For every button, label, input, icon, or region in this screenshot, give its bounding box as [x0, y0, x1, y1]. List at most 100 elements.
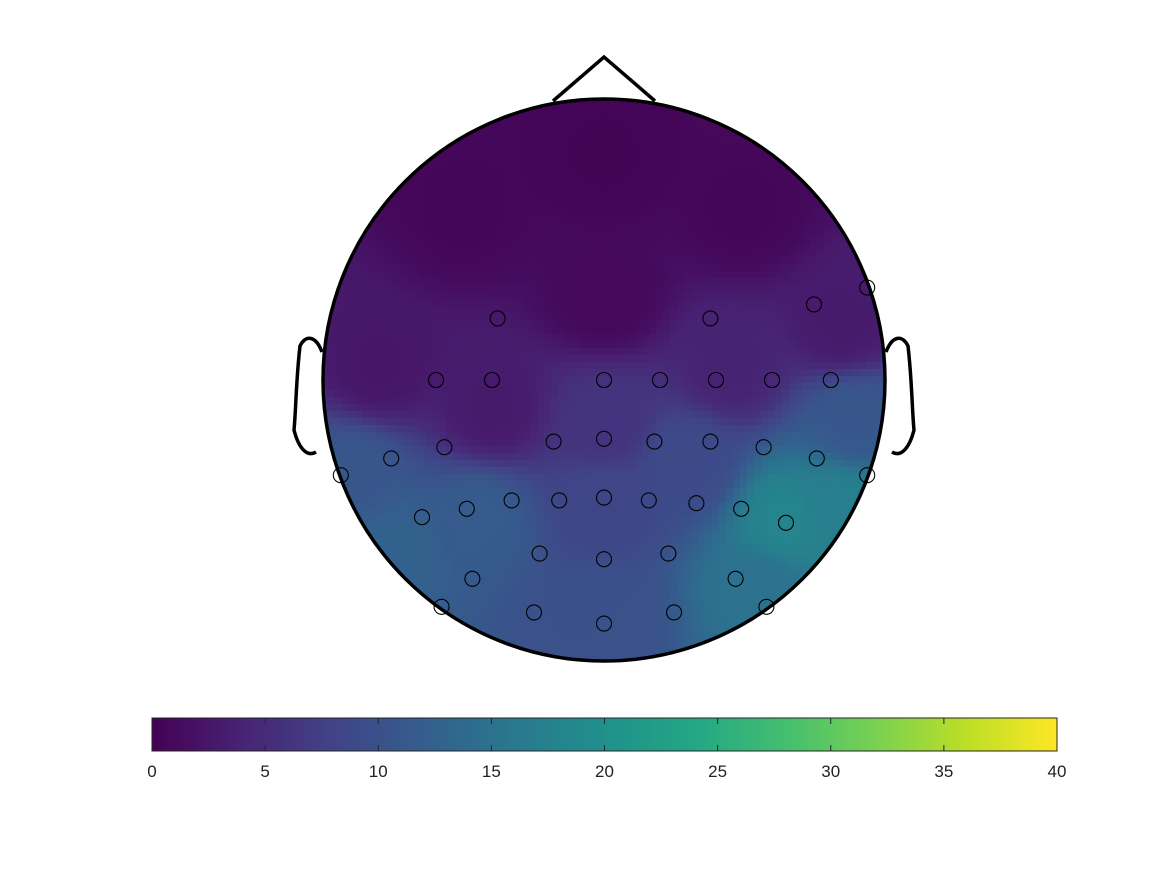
map-cell	[397, 285, 405, 293]
map-cell	[481, 474, 489, 482]
map-cell	[474, 243, 482, 251]
map-cell	[691, 397, 699, 405]
map-cell	[544, 565, 552, 573]
map-cell	[481, 187, 489, 195]
map-cell	[376, 425, 384, 433]
map-cell	[404, 544, 412, 552]
map-cell	[495, 334, 503, 342]
map-cell	[621, 285, 629, 293]
map-cell	[467, 467, 475, 475]
map-cell	[621, 145, 629, 153]
map-cell	[810, 243, 818, 251]
map-cell	[348, 355, 356, 363]
map-cell	[446, 243, 454, 251]
map-cell	[775, 264, 783, 272]
map-cell	[432, 558, 440, 566]
map-cell	[572, 236, 580, 244]
map-cell	[733, 285, 741, 293]
map-cell	[677, 138, 685, 146]
map-cell	[628, 481, 636, 489]
map-cell	[425, 362, 433, 370]
map-cell	[383, 565, 391, 573]
map-cell	[341, 327, 349, 335]
map-cell	[649, 488, 657, 496]
map-cell	[544, 425, 552, 433]
map-cell	[656, 243, 664, 251]
map-cell	[768, 502, 776, 510]
map-cell	[334, 271, 342, 279]
map-cell	[852, 376, 860, 384]
map-cell	[845, 222, 853, 230]
map-cell	[838, 460, 846, 468]
map-cell	[698, 166, 706, 174]
map-cell	[586, 544, 594, 552]
map-cell	[453, 208, 461, 216]
map-cell	[621, 544, 629, 552]
map-cell	[362, 495, 370, 503]
map-cell	[698, 432, 706, 440]
map-cell	[324, 390, 328, 398]
map-cell	[775, 369, 783, 377]
map-cell	[733, 558, 741, 566]
map-cell	[432, 285, 440, 293]
map-cell	[852, 425, 860, 433]
map-cell	[789, 474, 797, 482]
map-cell	[747, 313, 755, 321]
map-cell	[467, 432, 475, 440]
map-cell	[817, 250, 825, 258]
map-cell	[740, 145, 748, 153]
map-cell	[691, 516, 699, 524]
map-cell	[803, 453, 811, 461]
map-cell	[705, 565, 713, 573]
map-cell	[537, 194, 545, 202]
map-cell	[733, 243, 741, 251]
map-cell	[558, 334, 566, 342]
map-cell	[488, 110, 496, 118]
map-cell	[579, 572, 587, 580]
map-cell	[656, 467, 664, 475]
map-cell	[775, 334, 783, 342]
map-cell	[663, 369, 671, 377]
map-cell	[432, 215, 440, 223]
map-cell	[712, 173, 720, 181]
map-cell	[768, 355, 776, 363]
map-cell	[467, 537, 475, 545]
map-cell	[740, 236, 748, 244]
map-cell	[838, 474, 846, 482]
map-cell	[642, 369, 650, 377]
map-cell	[824, 516, 832, 524]
map-cell	[677, 173, 685, 181]
map-cell	[663, 467, 671, 475]
map-cell	[460, 229, 468, 237]
map-cell	[362, 341, 370, 349]
map-cell	[670, 222, 678, 230]
map-cell	[446, 341, 454, 349]
map-cell	[782, 474, 790, 482]
map-cell	[754, 572, 762, 580]
map-cell	[691, 103, 699, 111]
map-cell	[502, 565, 510, 573]
map-cell	[544, 509, 552, 517]
map-cell	[390, 236, 398, 244]
map-cell	[817, 313, 825, 321]
map-cell	[817, 222, 825, 230]
map-cell	[509, 565, 517, 573]
map-cell	[397, 271, 405, 279]
map-cell	[439, 418, 447, 426]
map-cell	[593, 257, 601, 265]
map-cell	[523, 397, 531, 405]
map-cell	[754, 516, 762, 524]
map-cell	[684, 481, 692, 489]
map-cell	[782, 341, 790, 349]
map-cell	[516, 439, 524, 447]
map-cell	[383, 285, 391, 293]
map-cell	[684, 222, 692, 230]
map-cell	[866, 313, 874, 321]
map-cell	[530, 215, 538, 223]
map-cell	[733, 390, 741, 398]
map-cell	[607, 348, 615, 356]
map-cell	[565, 348, 573, 356]
map-cell	[768, 376, 776, 384]
map-cell	[355, 278, 363, 286]
map-cell	[880, 362, 884, 370]
